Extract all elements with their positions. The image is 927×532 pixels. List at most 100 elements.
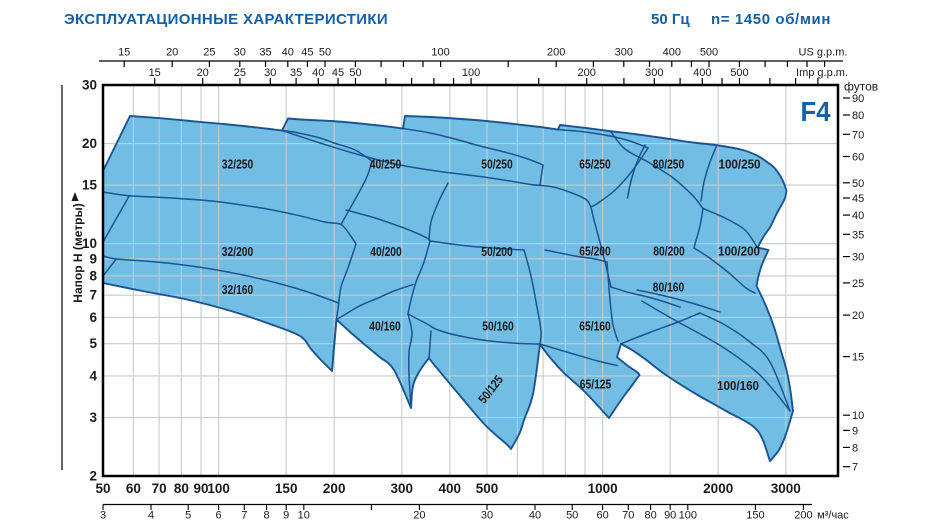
svg-text:ЭКСПЛУАТАЦИОННЫЕ ХАРАКТЕРИСТИ: ЭКСПЛУАТАЦИОННЫЕ ХАРАКТЕРИСТИКИ [64, 11, 388, 28]
svg-text:20: 20 [82, 136, 97, 151]
svg-text:35: 35 [290, 67, 302, 79]
svg-text:30: 30 [234, 47, 246, 59]
svg-text:35: 35 [852, 229, 864, 241]
svg-text:40: 40 [529, 510, 541, 522]
svg-text:6: 6 [216, 510, 222, 522]
svg-text:80: 80 [174, 481, 189, 496]
svg-text:300: 300 [391, 481, 414, 496]
svg-text:50/250: 50/250 [481, 157, 513, 171]
svg-text:7: 7 [852, 462, 858, 474]
svg-text:50 Гц: 50 Гц [651, 11, 690, 28]
svg-text:1000: 1000 [588, 481, 618, 496]
svg-text:7: 7 [89, 288, 97, 303]
svg-text:200: 200 [578, 67, 596, 79]
svg-text:10: 10 [298, 510, 310, 522]
svg-text:400: 400 [663, 47, 681, 59]
svg-text:50: 50 [852, 178, 864, 190]
svg-text:70: 70 [152, 481, 167, 496]
svg-text:65/250: 65/250 [579, 157, 611, 171]
svg-text:25: 25 [234, 67, 246, 79]
svg-text:9: 9 [283, 510, 289, 522]
svg-text:50/200: 50/200 [481, 245, 513, 259]
svg-text:90: 90 [852, 93, 864, 105]
svg-text:6: 6 [89, 310, 97, 325]
svg-text:15: 15 [149, 67, 161, 79]
svg-text:45: 45 [332, 67, 344, 79]
svg-text:32/250: 32/250 [222, 157, 254, 171]
svg-text:100: 100 [431, 47, 449, 59]
svg-text:15: 15 [118, 47, 130, 59]
svg-text:90: 90 [664, 510, 676, 522]
svg-text:Imp g.p.m.: Imp g.p.m. [796, 67, 848, 79]
svg-text:100: 100 [462, 67, 480, 79]
svg-text:3: 3 [100, 510, 106, 522]
svg-text:30: 30 [852, 252, 864, 264]
svg-text:25: 25 [203, 47, 215, 59]
svg-text:200: 200 [323, 481, 346, 496]
svg-text:Напор H (метры): Напор H (метры) [71, 203, 85, 302]
svg-text:60: 60 [126, 481, 141, 496]
svg-text:300: 300 [615, 47, 633, 59]
svg-text:80/250: 80/250 [653, 157, 685, 171]
svg-text:20: 20 [852, 310, 864, 322]
svg-text:5: 5 [185, 510, 191, 522]
svg-text:50: 50 [566, 510, 578, 522]
svg-text:5: 5 [89, 336, 97, 351]
svg-text:50/160: 50/160 [482, 320, 514, 334]
svg-text:4: 4 [89, 368, 97, 383]
svg-text:40/250: 40/250 [370, 157, 402, 171]
svg-text:40: 40 [852, 210, 864, 222]
svg-text:футов: футов [844, 80, 878, 94]
svg-text:м³/час: м³/час [817, 510, 849, 522]
svg-text:500: 500 [476, 481, 499, 496]
svg-text:400: 400 [693, 67, 711, 79]
svg-text:80/200: 80/200 [653, 245, 685, 259]
svg-text:15: 15 [82, 178, 98, 193]
svg-text:50: 50 [349, 67, 361, 79]
svg-text:500: 500 [730, 67, 748, 79]
svg-text:65/125: 65/125 [580, 378, 612, 392]
svg-text:100/250: 100/250 [719, 157, 761, 171]
svg-text:100: 100 [679, 510, 697, 522]
svg-text:200: 200 [547, 47, 565, 59]
svg-text:50: 50 [319, 47, 331, 59]
svg-text:35: 35 [259, 47, 271, 59]
svg-text:400: 400 [439, 481, 462, 496]
svg-text:65/200: 65/200 [579, 245, 611, 259]
svg-text:8: 8 [852, 442, 858, 454]
svg-text:2: 2 [89, 469, 97, 484]
svg-text:US g.p.m.: US g.p.m. [799, 47, 848, 59]
svg-text:15: 15 [852, 352, 864, 364]
svg-text:80: 80 [852, 110, 864, 122]
svg-text:n= 1450 об/мин: n= 1450 об/мин [711, 11, 831, 28]
svg-text:150: 150 [746, 510, 764, 522]
svg-text:70: 70 [852, 129, 864, 141]
svg-text:32/200: 32/200 [222, 245, 254, 259]
svg-text:10: 10 [852, 410, 864, 422]
svg-text:80: 80 [644, 510, 656, 522]
svg-text:10: 10 [82, 236, 97, 251]
svg-text:150: 150 [275, 481, 298, 496]
svg-text:F4: F4 [801, 96, 831, 127]
svg-text:200: 200 [794, 510, 812, 522]
svg-text:40: 40 [312, 67, 324, 79]
svg-text:40/160: 40/160 [369, 320, 401, 334]
svg-text:2000: 2000 [703, 481, 733, 496]
svg-text:100/200: 100/200 [718, 245, 760, 259]
svg-text:30: 30 [82, 78, 97, 93]
svg-text:20: 20 [166, 47, 178, 59]
svg-text:9: 9 [852, 425, 858, 437]
svg-text:60: 60 [596, 510, 608, 522]
svg-text:45: 45 [301, 47, 313, 59]
svg-text:50: 50 [95, 481, 110, 496]
svg-text:80/160: 80/160 [653, 280, 685, 294]
svg-text:30: 30 [264, 67, 276, 79]
svg-text:20: 20 [413, 510, 425, 522]
svg-text:65/160: 65/160 [579, 320, 611, 334]
svg-text:100/160: 100/160 [717, 379, 759, 393]
svg-text:8: 8 [89, 268, 97, 283]
svg-text:30: 30 [481, 510, 493, 522]
svg-text:7: 7 [241, 510, 247, 522]
svg-text:4: 4 [148, 510, 154, 522]
svg-text:40: 40 [282, 47, 294, 59]
